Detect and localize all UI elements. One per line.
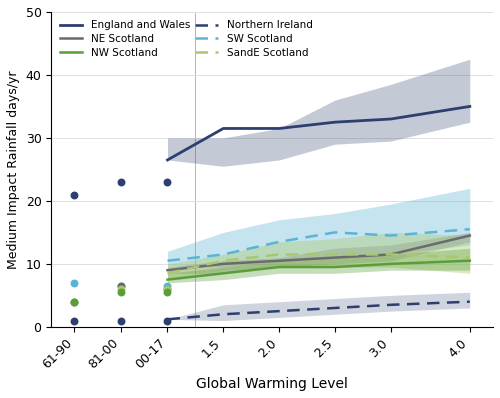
Point (117, 179, 125, 185)
Legend: England and Wales, NE Scotland, NW Scotland, Northern Ireland, SW Scotland, Sand: England and Wales, NE Scotland, NW Scotl… (56, 17, 316, 60)
X-axis label: Global Warming Level: Global Warming Level (196, 377, 348, 391)
Point (164, 179, 172, 185)
Point (164, 286, 172, 292)
Point (117, 283, 125, 289)
Point (117, 283, 125, 289)
Point (70, 298, 78, 305)
Point (70, 279, 78, 286)
Point (164, 286, 172, 292)
Point (70, 298, 78, 305)
Point (164, 289, 172, 295)
Y-axis label: Medium Impact Rainfall days/yr: Medium Impact Rainfall days/yr (7, 70, 20, 269)
Point (117, 286, 125, 292)
Point (70, 317, 78, 324)
Point (117, 317, 125, 324)
Point (164, 283, 172, 289)
Point (70, 298, 78, 305)
Point (164, 317, 172, 324)
Point (70, 191, 78, 198)
Point (117, 289, 125, 295)
